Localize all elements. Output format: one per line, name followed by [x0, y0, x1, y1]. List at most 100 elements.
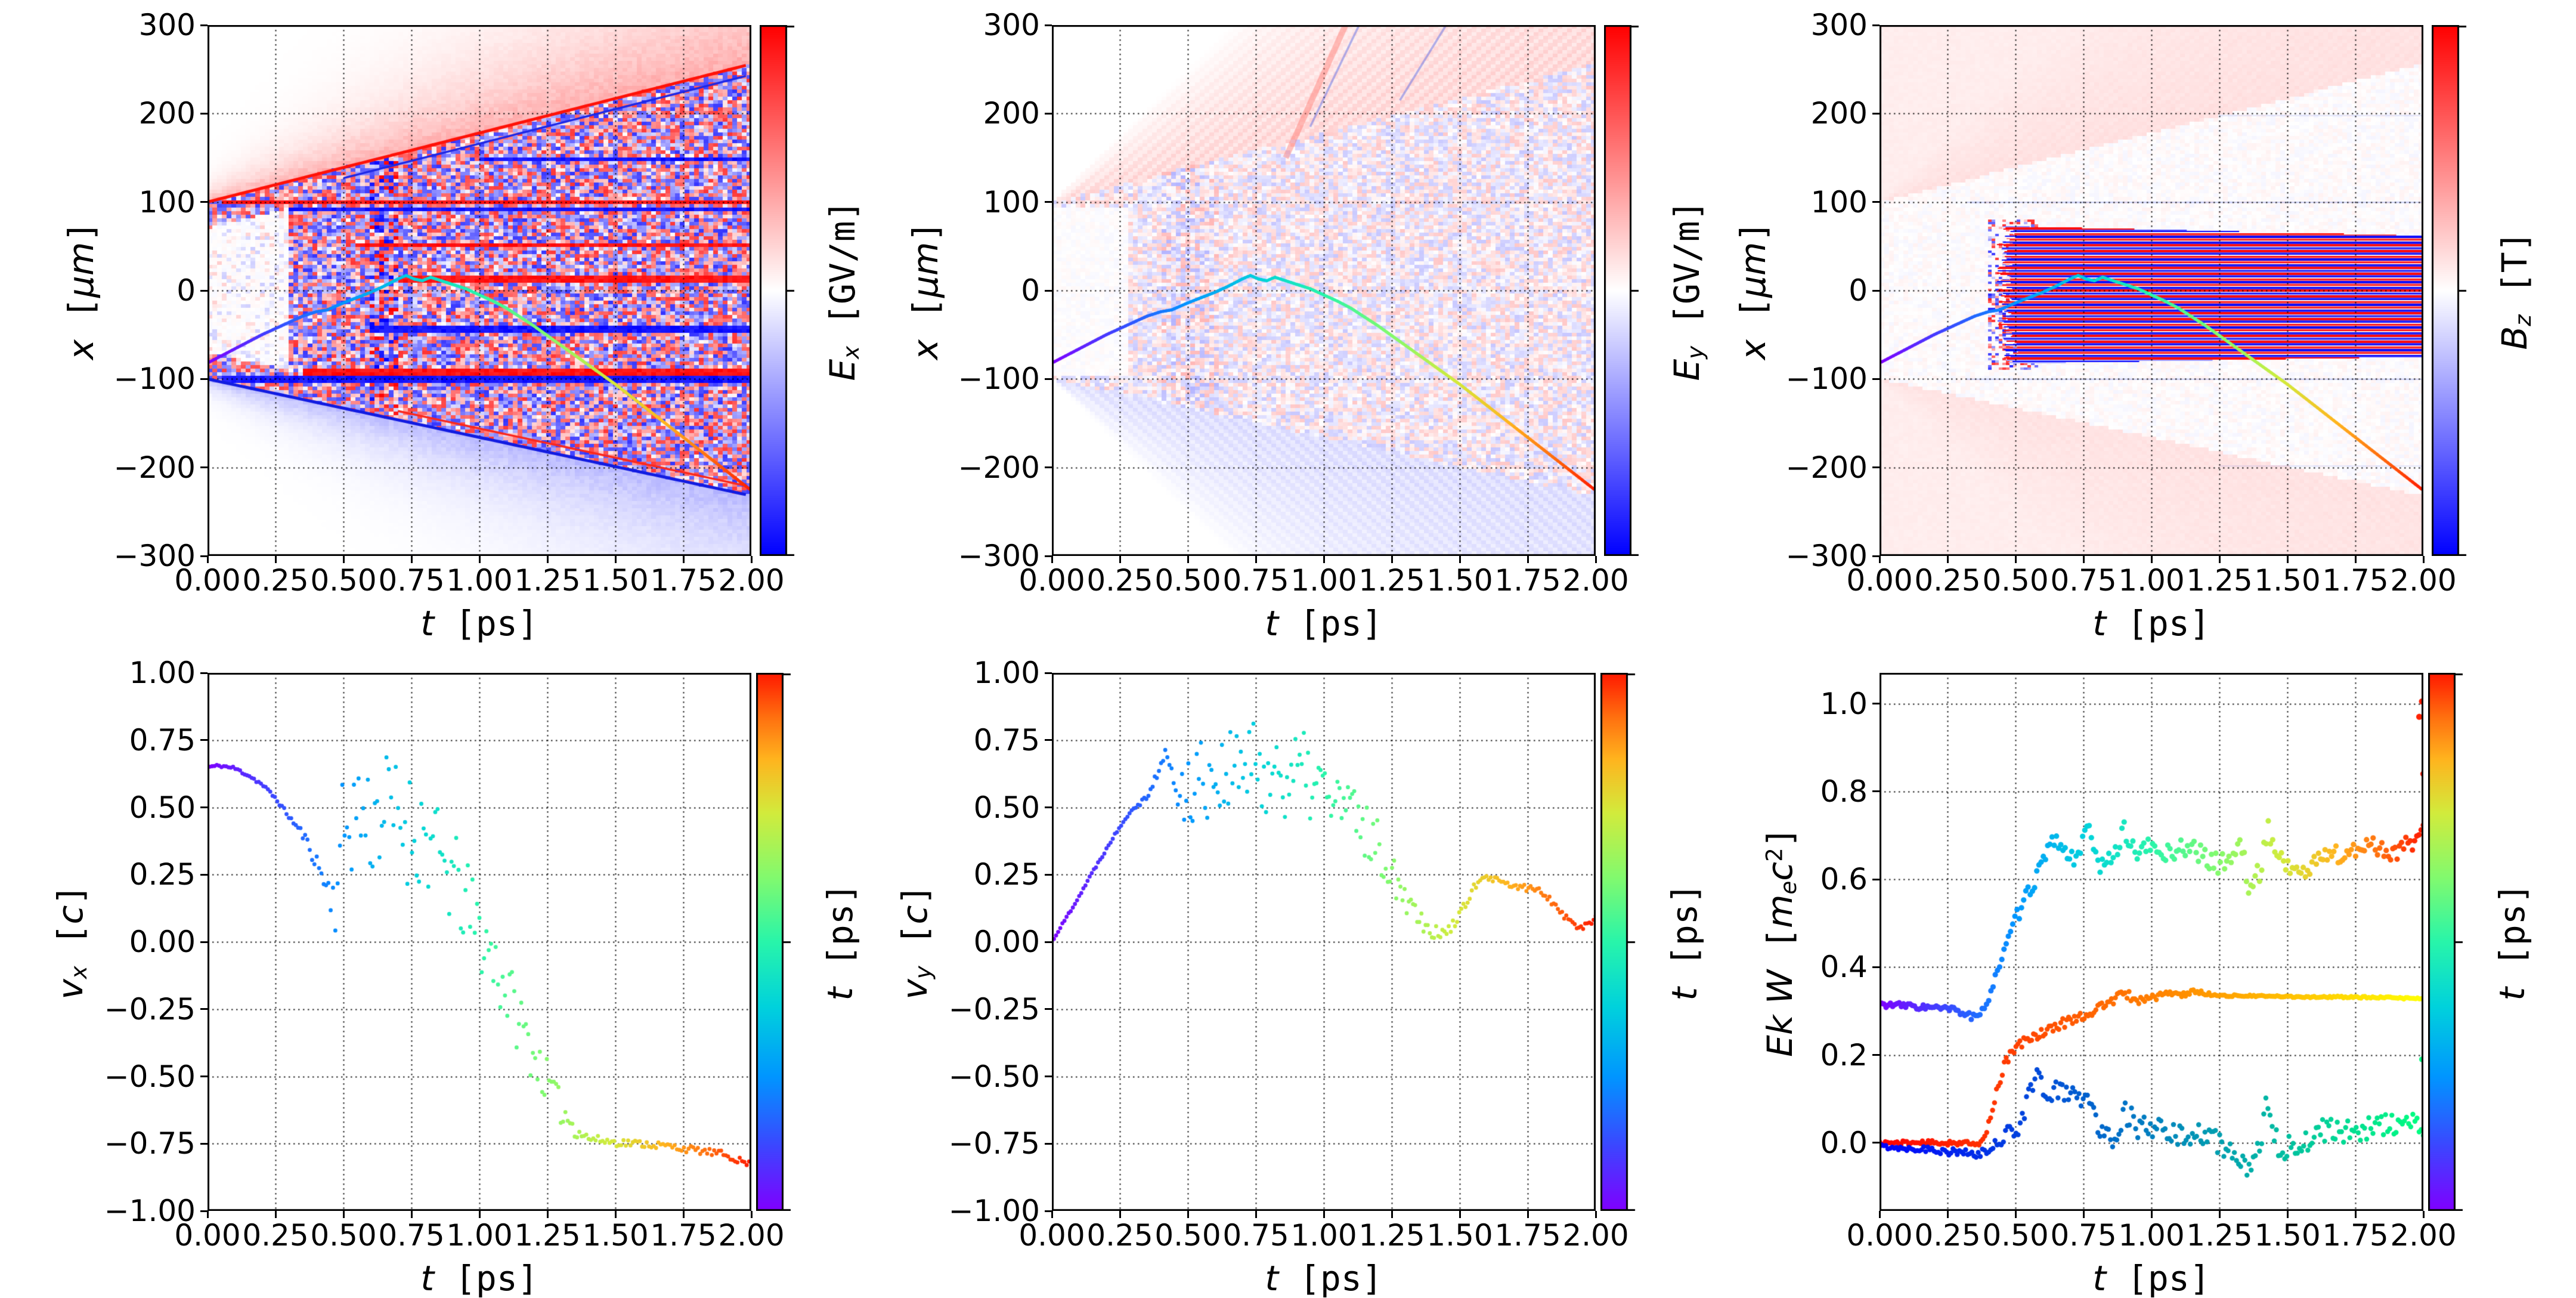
y-tick-mark [1872, 466, 1880, 469]
y-tick-label: −200 [113, 450, 196, 485]
bz-colorbar-label: Bz [T] [2494, 231, 2536, 350]
x-tick-mark [1946, 1211, 1949, 1218]
label-segment: v [894, 979, 936, 1000]
y-tick-mark [1872, 24, 1880, 26]
y-tick-mark [1045, 1210, 1052, 1212]
x-tick-mark [478, 556, 481, 563]
y-tick-label: −0.25 [948, 991, 1040, 1027]
y-tick-mark [200, 466, 208, 469]
y-tick-label: 0.4 [1820, 950, 1868, 985]
label-segment: z [2510, 314, 2536, 326]
label-segment: t [420, 603, 435, 644]
y-tick-label: 1.00 [129, 656, 196, 690]
y-tick-mark [1872, 378, 1880, 380]
label-segment: y [1682, 345, 1708, 359]
label-segment: [ps] [434, 1258, 538, 1298]
y-tick-mark [1872, 703, 1880, 705]
x-tick-mark [2218, 1211, 2221, 1218]
y-tick-mark [1045, 806, 1052, 808]
x-tick-mark [750, 1211, 753, 1218]
x-tick-mark [1187, 556, 1189, 563]
y-tick-mark [1045, 873, 1052, 876]
x-tick-mark [1594, 556, 1597, 563]
x-tick-label: 1.75 [650, 563, 717, 598]
x-tick-label: 0.25 [1914, 563, 1981, 598]
x-tick-label: 1.50 [582, 1218, 649, 1253]
label-segment: t [1265, 1258, 1279, 1298]
x-tick-mark [1255, 1211, 1257, 1218]
ey-x-axis-label: t [ps] [1265, 606, 1382, 641]
x-tick-mark [1459, 556, 1461, 563]
x-tick-label: 1.25 [2186, 563, 2253, 598]
label-segment: e [1775, 880, 1801, 895]
x-tick-label: 1.00 [1290, 1218, 1357, 1253]
label-segment: x [66, 966, 92, 979]
x-tick-mark [2014, 556, 2017, 563]
bz-heatmap-canvas [1880, 25, 2423, 556]
y-tick-mark [1045, 555, 1052, 557]
x-tick-label: 0.00 [1846, 1218, 1913, 1253]
label-segment: [ps] [2492, 883, 2532, 987]
x-tick-mark [1391, 556, 1393, 563]
label-segment: 2 [1761, 848, 1788, 862]
x-tick-label: 1.50 [2254, 563, 2321, 598]
label-segment: μm [61, 242, 101, 298]
ey-heatmap-canvas [1052, 25, 1596, 556]
x-tick-label: 0.50 [1982, 1218, 2049, 1253]
y-tick-mark [200, 289, 208, 292]
x-tick-label: 1.00 [446, 1218, 513, 1253]
x-tick-label: 0.25 [242, 563, 309, 598]
vy-colorbar-label: t [ps] [1664, 883, 1705, 1000]
ex-colorbar [760, 25, 797, 556]
x-tick-mark [2422, 556, 2425, 563]
y-tick-mark [1872, 289, 1880, 292]
label-segment: μm [1733, 242, 1773, 298]
x-tick-mark [2150, 556, 2153, 563]
x-tick-label: 1.50 [2254, 1218, 2321, 1253]
y-tick-label: 0.0 [1820, 1125, 1868, 1160]
ex-y-axis-label: x [μm] [61, 221, 101, 360]
y-tick-label: 200 [1810, 96, 1868, 131]
y-tick-mark [1872, 790, 1880, 793]
label-segment: [ [905, 298, 946, 339]
y-tick-mark [200, 739, 208, 741]
x-tick-mark [1255, 556, 1257, 563]
x-tick-mark [546, 556, 549, 563]
y-tick-label: 100 [138, 184, 196, 220]
x-tick-label: 0.50 [310, 563, 377, 598]
bz-y-axis-label: x [μm] [1733, 221, 1773, 360]
x-tick-mark [410, 556, 413, 563]
x-tick-mark [2218, 556, 2221, 563]
x-tick-label: 0.00 [1018, 1218, 1085, 1253]
y-tick-mark [200, 555, 208, 557]
y-tick-mark [200, 873, 208, 876]
label-segment: ] [1760, 827, 1801, 848]
ek-colorbar [2428, 673, 2465, 1211]
y-tick-label: −0.25 [104, 991, 196, 1027]
x-tick-mark [2150, 1211, 2153, 1218]
label-segment: ] [61, 221, 101, 242]
y-tick-label: −0.50 [948, 1059, 1040, 1094]
label-segment: ] [894, 884, 936, 905]
x-tick-mark [1878, 556, 1881, 563]
x-tick-mark [2014, 1211, 2017, 1218]
x-tick-mark [546, 1211, 549, 1218]
y-tick-mark [1045, 466, 1052, 469]
label-segment: [ps] [1278, 1258, 1383, 1298]
x-tick-mark [614, 556, 617, 563]
label-segment: [ps] [820, 883, 860, 987]
label-segment: t [2092, 603, 2107, 644]
x-tick-mark [614, 1211, 617, 1218]
x-tick-label: 1.75 [2322, 563, 2389, 598]
x-tick-label: 0.00 [174, 563, 241, 598]
label-segment: [ [894, 924, 936, 966]
x-tick-label: 0.75 [1222, 563, 1289, 598]
label-segment: c [50, 905, 91, 925]
x-tick-mark [2422, 1211, 2425, 1218]
vx-y-axis-label: vx [c] [50, 885, 92, 1000]
y-tick-label: 0.75 [973, 722, 1040, 758]
x-tick-label: 2.00 [718, 563, 785, 598]
bz-x-axis-label: t [ps] [2092, 606, 2210, 641]
x-tick-label: 0.75 [378, 1218, 445, 1253]
vx-colorbar [756, 673, 793, 1211]
